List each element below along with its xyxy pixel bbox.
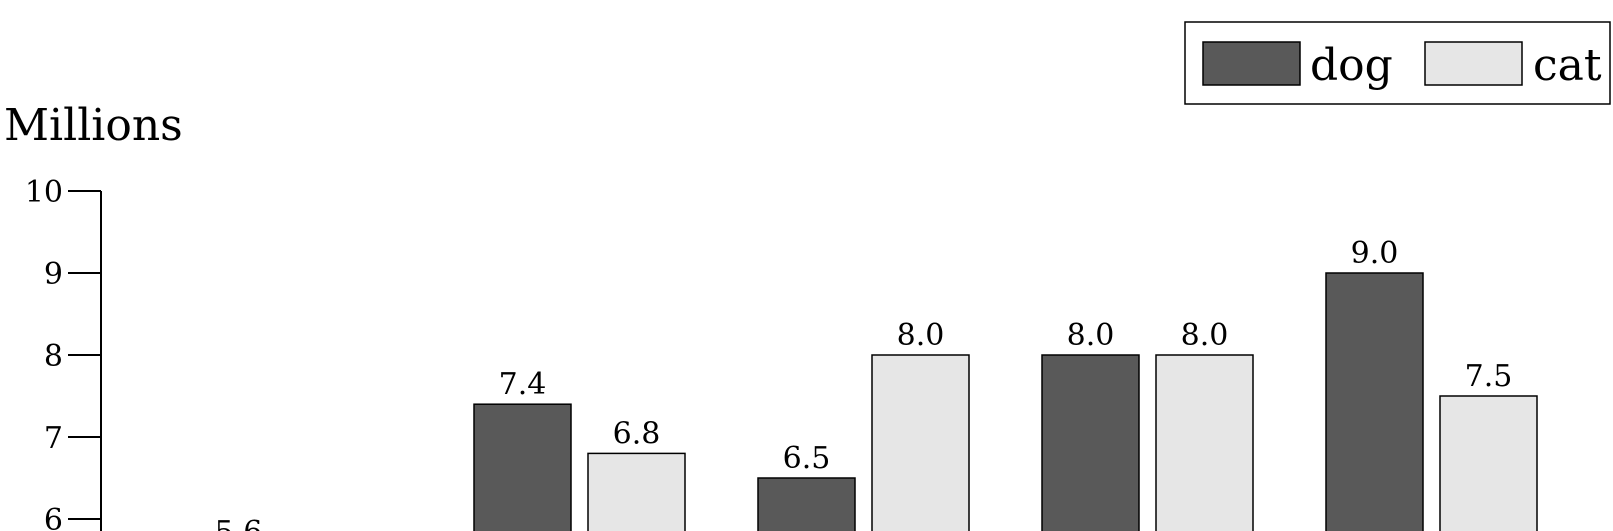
bar-cat-4 — [1155, 354, 1254, 531]
bar-dog-2 — [473, 403, 572, 531]
bars-group — [473, 272, 1538, 531]
bar-cat-5 — [1439, 395, 1538, 531]
y-axis-label: Millions — [4, 100, 183, 151]
legend-swatch-cat — [1424, 41, 1523, 86]
bar-cat-3 — [871, 354, 970, 531]
value-label-cat-4: 8.0 — [1181, 318, 1229, 353]
y-tick-label-10: 10 — [25, 175, 63, 210]
value-label-cat-3: 8.0 — [897, 318, 945, 353]
legend-label-cat: cat — [1533, 40, 1602, 91]
y-tick-label-6: 6 — [44, 503, 63, 531]
bar-cat-2 — [587, 452, 686, 531]
value-label-cat-5: 7.5 — [1465, 359, 1513, 394]
value-label-cat-2: 6.8 — [613, 416, 661, 451]
y-tick-label-7: 7 — [44, 421, 63, 456]
bar-dog-4 — [1041, 354, 1140, 531]
axes: 6 7 8 9 10 — [25, 175, 102, 531]
value-label-dog-3: 6.5 — [783, 441, 831, 476]
value-label-dog-1: 5.6 — [215, 515, 263, 531]
legend-swatch-dog — [1202, 41, 1301, 86]
legend: dog cat — [1184, 21, 1611, 105]
bar-dog-3 — [757, 477, 856, 531]
value-label-dog-2: 7.4 — [499, 367, 547, 402]
value-label-dog-5: 9.0 — [1351, 236, 1399, 271]
y-tick-label-8: 8 — [44, 339, 63, 374]
y-tick-label-9: 9 — [44, 257, 63, 292]
value-labels-group: 5.65.27.46.86.58.08.08.09.07.5 — [215, 236, 1513, 531]
bar-dog-5 — [1325, 272, 1424, 531]
value-label-dog-4: 8.0 — [1067, 318, 1115, 353]
legend-label-dog: dog — [1310, 40, 1393, 91]
